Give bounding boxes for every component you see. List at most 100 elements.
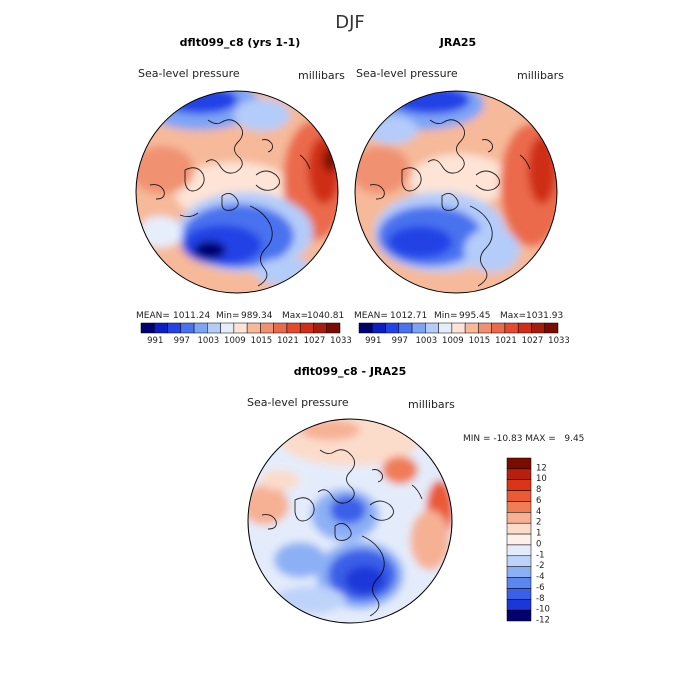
panel-reanalysis-subtitle-right: millibars [517, 69, 564, 82]
panel-reanalysis-stat-max: 1031.93 [526, 311, 563, 321]
colorbar-tick-label: -6 [536, 583, 544, 593]
colorbar-tick-label: 10 [536, 474, 547, 484]
colorbar-tick-label: 1033 [330, 336, 352, 346]
colorbar-swatch [372, 322, 386, 334]
colorbar-tick-label: -8 [536, 594, 544, 604]
panel-difference-subtitle-left: Sea-level pressure [247, 396, 349, 409]
colorbar-tick-label: 8 [536, 485, 541, 495]
colorbar-swatch [140, 322, 155, 334]
panel-difference-map [248, 419, 452, 623]
colorbar-swatch [233, 322, 248, 334]
panel-reanalysis-stat-mean-label: MEAN= [354, 311, 388, 321]
panel-model-map [136, 91, 338, 293]
colorbar-swatch [167, 322, 182, 334]
colorbar-swatch [544, 322, 559, 334]
panel-model-map-border [135, 90, 339, 294]
panel-model-stat-mean: 1011.24 [173, 311, 210, 321]
panel-model-stat-min-label: Min= [216, 311, 240, 321]
colorbar-tick-label: 0 [536, 539, 541, 549]
panel-difference-map-border [247, 418, 453, 624]
colorbar-tick-label: 991 [365, 336, 381, 346]
colorbar-tick-label: 1027 [522, 336, 544, 346]
panel-reanalysis-stat-min-label: Min= [434, 311, 458, 321]
colorbar-tick-label: 1009 [442, 336, 464, 346]
panel-difference-subtitle-right: millibars [408, 398, 455, 411]
panel-model-colorbar [140, 322, 341, 334]
colorbar-tick-label: 997 [174, 336, 190, 346]
colorbar-tick-label: -4 [536, 572, 544, 582]
panel-reanalysis-colorbar-ticks: 991 997 1003 1009 1015 1021 1027 1033 [365, 336, 570, 346]
panel-reanalysis-map-border [354, 90, 558, 294]
panel-reanalysis-stat-mean: 1012.71 [390, 311, 427, 321]
colorbar-swatch [506, 457, 532, 470]
colorbar-swatch [506, 588, 532, 600]
colorbar-swatch [506, 490, 532, 502]
colorbar-tick-label: 1009 [224, 336, 246, 346]
panel-model-stat-mean-label: MEAN= [136, 311, 170, 321]
colorbar-swatch [220, 322, 235, 334]
colorbar-tick-label: 1021 [495, 336, 517, 346]
colorbar-swatch [180, 322, 195, 334]
panel-model-stat-max: 1040.81 [307, 311, 344, 321]
colorbar-tick-label: -2 [536, 561, 544, 571]
colorbar-swatch [273, 322, 288, 334]
colorbar-tick-label: 991 [147, 336, 163, 346]
colorbar-swatch [506, 501, 532, 513]
panel-model: dflt099_c8 (yrs 1-1) Sea-level pressure … [135, 36, 352, 346]
colorbar-tick-label: 1015 [251, 336, 273, 346]
colorbar-swatch [506, 599, 532, 611]
colorbar-swatch [506, 555, 532, 567]
panel-difference: dflt099_c8 - JRA25 Sea-level pressure mi… [247, 365, 584, 626]
colorbar-swatch [506, 566, 532, 578]
colorbar-tick-label: 12 [536, 463, 547, 473]
colorbar-swatch [260, 322, 274, 334]
colorbar-tick-label: 1003 [198, 336, 220, 346]
colorbar-tick-label: 1003 [416, 336, 438, 346]
panel-model-subtitle-left: Sea-level pressure [138, 67, 240, 80]
colorbar-swatch [326, 322, 341, 334]
colorbar-swatch [193, 322, 208, 334]
colorbar-swatch [438, 322, 453, 334]
colorbar-tick-label: 1 [536, 529, 541, 539]
panel-reanalysis-subtitle-left: Sea-level pressure [356, 67, 458, 80]
panel-reanalysis-title: JRA25 [439, 36, 476, 49]
colorbar-swatch [506, 479, 532, 491]
colorbar-swatch [154, 322, 168, 334]
colorbar-swatch [358, 322, 373, 334]
panel-reanalysis-map [355, 91, 557, 293]
panel-difference-colorbar [506, 457, 532, 622]
panel-reanalysis-stat-max-label: Max= [500, 311, 526, 321]
colorbar-swatch [398, 322, 413, 334]
colorbar-tick-label: 1021 [277, 336, 299, 346]
panel-model-stat-max-label: Max= [282, 311, 308, 321]
colorbar-swatch [506, 512, 532, 524]
colorbar-tick-label: 6 [536, 496, 541, 506]
colorbar-swatch [506, 533, 532, 546]
colorbar-swatch [506, 468, 532, 480]
colorbar-swatch [506, 522, 532, 535]
colorbar-tick-label: 1015 [469, 336, 491, 346]
colorbar-swatch [313, 322, 327, 334]
panel-difference-stats: MIN = -10.83 MAX = 9.45 [463, 434, 584, 444]
panel-model-subtitle-right: millibars [298, 69, 345, 82]
colorbar-swatch [425, 322, 439, 334]
colorbar-tick-label: 1033 [548, 336, 570, 346]
panel-reanalysis-stat-min: 995.45 [459, 311, 491, 321]
panel-model-colorbar-ticks: 991 997 1003 1009 1015 1021 1027 1033 [147, 336, 352, 346]
colorbar-swatch [506, 577, 532, 589]
colorbar-swatch [299, 322, 314, 334]
colorbar-swatch [246, 322, 261, 334]
colorbar-swatch [491, 322, 506, 334]
panel-difference-title: dflt099_c8 - JRA25 [294, 365, 407, 378]
colorbar-swatch [478, 322, 492, 334]
colorbar-swatch [451, 322, 466, 334]
colorbar-tick-label: 2 [536, 518, 541, 528]
colorbar-swatch [385, 322, 400, 334]
panel-reanalysis-colorbar [358, 322, 559, 334]
panel-model-title: dflt099_c8 (yrs 1-1) [180, 36, 301, 49]
colorbar-tick-label: 997 [392, 336, 408, 346]
page-title: DJF [335, 12, 365, 33]
colorbar-swatch [506, 609, 532, 622]
